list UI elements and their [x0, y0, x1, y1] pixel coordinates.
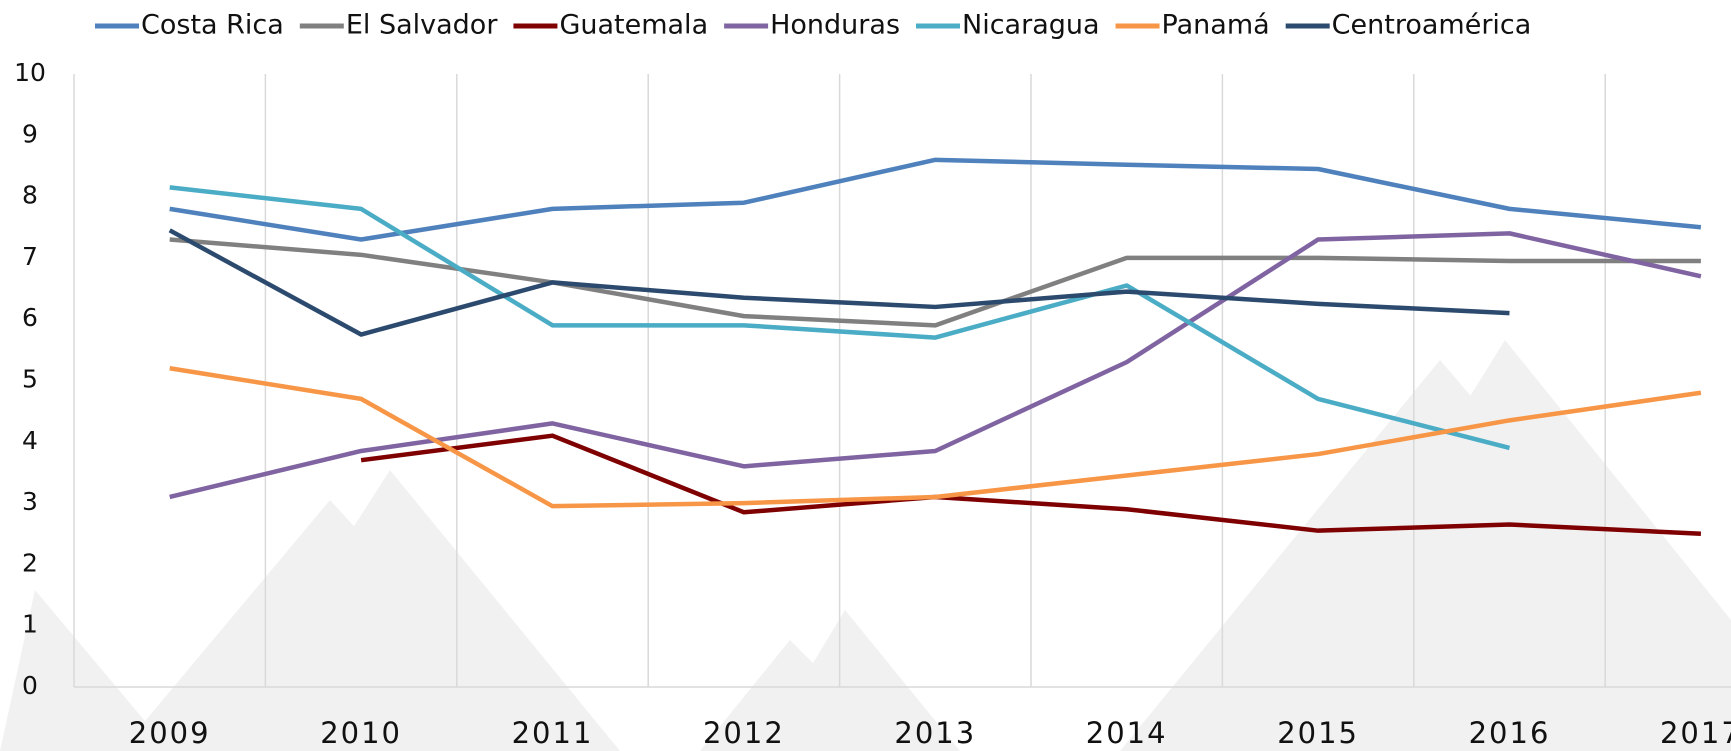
legend-label: Guatemala: [559, 10, 708, 41]
series-line: [168, 228, 1510, 337]
series-line: [169, 237, 1701, 328]
legend-label: Nicaragua: [962, 10, 1100, 41]
y-tick-label: 4: [22, 426, 38, 455]
y-tick-label: 8: [22, 181, 38, 210]
series-line: [360, 433, 1702, 536]
x-tick-label: 2014: [1086, 716, 1168, 750]
x-tick-label: 2011: [512, 716, 594, 750]
legend-label: Panamá: [1162, 10, 1270, 41]
y-tick-label: 7: [22, 242, 38, 271]
y-tick-label: 10: [14, 58, 46, 87]
y-tick-label: 5: [22, 365, 38, 394]
y-tick-label: 2: [22, 548, 38, 577]
y-tick-label: 9: [22, 119, 38, 148]
x-tick-label: 2013: [894, 716, 976, 750]
series-line: [169, 366, 1702, 509]
background-decoration: [0, 340, 1731, 751]
y-tick-label: 6: [22, 303, 38, 332]
x-tick-label: 2015: [1277, 716, 1359, 750]
x-tick-label: 2016: [1469, 716, 1551, 750]
x-tick-label: 2012: [703, 716, 785, 750]
series-line: [169, 157, 1702, 242]
legend-label: El Salvador: [346, 10, 499, 41]
y-tick-label: 1: [22, 610, 38, 639]
legend-label: Centroamérica: [1332, 10, 1532, 41]
x-tick-label: 2009: [129, 716, 211, 750]
legend-label: Honduras: [770, 10, 900, 41]
x-tick-label: 2017: [1660, 716, 1731, 750]
x-tick-label: 2010: [320, 716, 402, 750]
y-tick-label: 3: [22, 487, 38, 516]
series-line: [169, 231, 1702, 500]
series-line: [169, 185, 1511, 451]
legend-label: Costa Rica: [141, 10, 284, 41]
y-tick-label: 0: [22, 671, 38, 700]
